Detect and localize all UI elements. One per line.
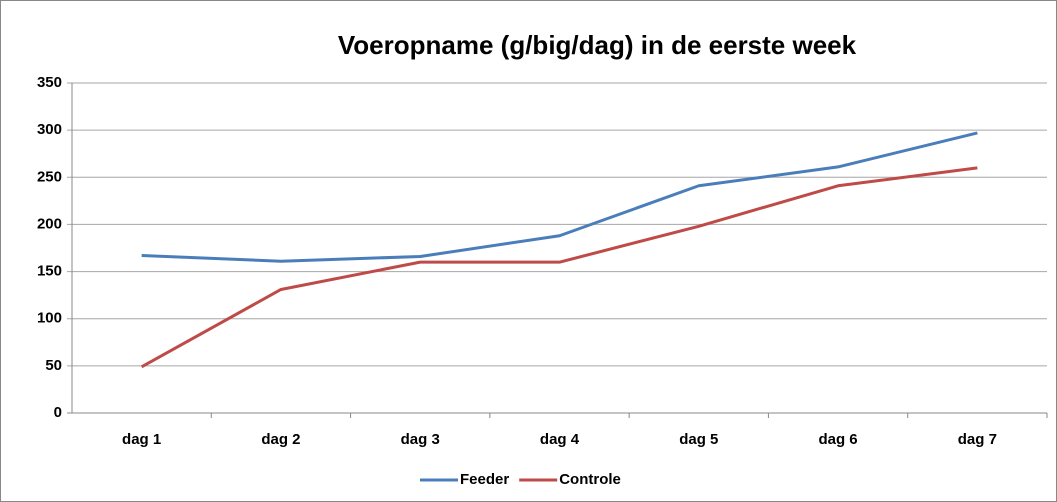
legend-label: Controle (559, 471, 621, 488)
x-tick-label: dag 4 (540, 431, 580, 448)
series-line (140, 166, 978, 369)
legend-label: Feeder (460, 471, 509, 488)
y-tick-label: 50 (45, 357, 62, 374)
y-tick-label: 150 (37, 263, 62, 280)
y-tick-label: 300 (37, 121, 62, 138)
x-tick-label: dag 1 (122, 431, 161, 448)
series-line (141, 131, 978, 263)
x-tick-label: dag 2 (261, 431, 300, 448)
x-tick-label: dag 5 (679, 431, 718, 448)
y-tick-label: 200 (37, 215, 62, 232)
y-tick-label: 0 (54, 404, 62, 421)
y-tick-label: 100 (37, 310, 62, 327)
x-tick-label: dag 7 (958, 431, 997, 448)
chart-title: Voeropname (g/big/dag) in de eerste week (338, 30, 857, 60)
x-tick-label: dag 3 (401, 431, 440, 448)
y-tick-label: 350 (37, 74, 62, 91)
y-tick-label: 250 (37, 168, 62, 185)
x-tick-label: dag 6 (818, 431, 857, 448)
